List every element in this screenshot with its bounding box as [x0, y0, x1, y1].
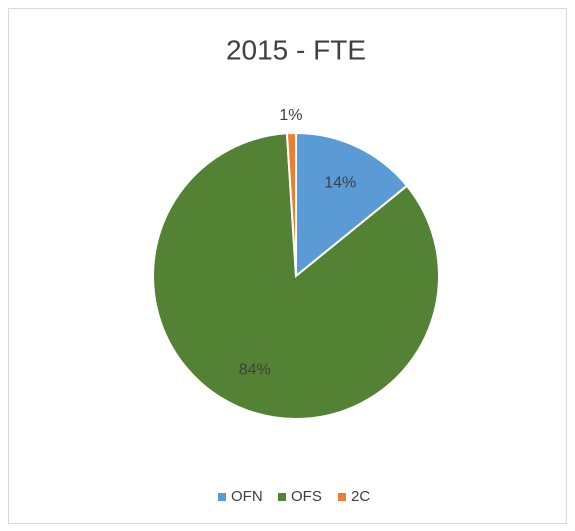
data-label: 1% [279, 107, 302, 124]
legend-label: OFS [291, 488, 322, 505]
chart-title: 2015 - FTE [226, 34, 366, 65]
data-label: 14% [324, 174, 356, 191]
legend-swatch [338, 493, 346, 501]
data-label: 84% [239, 362, 271, 379]
legend-swatch [218, 493, 226, 501]
legend-label: 2C [351, 488, 370, 505]
pie-slice [152, 132, 440, 420]
pie-slice [295, 131, 409, 279]
legend-label: OFN [231, 488, 263, 505]
legend-swatch [278, 493, 286, 501]
pie-slice [285, 131, 297, 277]
